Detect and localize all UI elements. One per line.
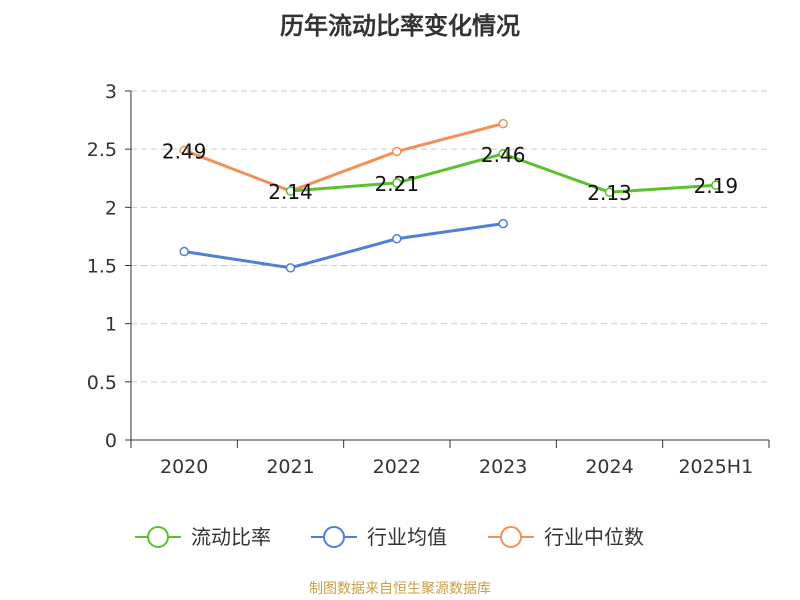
series-point-1 <box>498 218 508 229</box>
x-tick-label: 2021 <box>266 456 314 478</box>
data-label: 2.21 <box>375 172 420 196</box>
source-note: 制图数据来自恒生聚源数据库 <box>309 581 491 597</box>
x-tick-label: 2024 <box>585 456 633 478</box>
x-tick-label: 2023 <box>479 456 527 478</box>
legend-label: 行业均值 <box>367 525 447 549</box>
data-label: 2.19 <box>694 174 739 198</box>
series-point-0 <box>392 178 402 188</box>
y-tick-label: 0 <box>105 430 117 452</box>
series-line-2 <box>183 122 504 193</box>
data-label: 2.46 <box>481 143 526 167</box>
series-point-0 <box>285 186 296 196</box>
series-point-1 <box>179 246 189 257</box>
legend-marker <box>147 526 169 548</box>
series-point-2 <box>392 146 402 157</box>
x-tick-label: 2025H1 <box>678 456 753 478</box>
x-tick-label: 2020 <box>160 456 208 478</box>
legend-label: 流动比率 <box>191 525 271 549</box>
y-tick-label: 3 <box>105 81 117 103</box>
x-tick-label: 2022 <box>373 456 421 478</box>
series-point-2 <box>498 118 508 129</box>
legend-marker <box>500 526 522 548</box>
series-point-0 <box>711 180 721 190</box>
series-line-1 <box>183 222 504 270</box>
y-tick-label: 2 <box>105 197 117 219</box>
chart-title: 历年流动比率变化情况 <box>280 12 520 40</box>
data-label: 2.14 <box>268 180 313 204</box>
legend-label: 行业中位数 <box>544 525 644 549</box>
series-point-0 <box>498 149 508 159</box>
y-tick-label: 1.5 <box>87 256 117 278</box>
data-label: 2.49 <box>162 139 207 163</box>
series-point-1 <box>392 233 402 244</box>
series-point-0 <box>604 187 615 197</box>
data-label: 2.13 <box>587 181 632 205</box>
legend-marker <box>323 526 345 548</box>
y-tick-label: 0.5 <box>87 372 117 394</box>
series-point-2 <box>179 145 189 156</box>
series-point-1 <box>285 263 296 273</box>
y-tick-label: 2.5 <box>87 139 117 161</box>
y-tick-label: 1 <box>105 314 117 336</box>
